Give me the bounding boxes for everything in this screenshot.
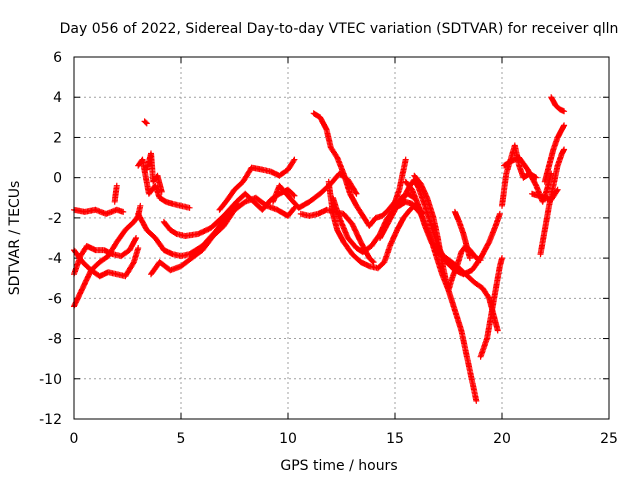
series-arc-22 [451, 208, 473, 262]
series-arc-1 [71, 206, 127, 217]
series-arc-9 [135, 200, 240, 260]
plus-markers [451, 208, 473, 262]
y-tick-label: 2 [53, 130, 62, 146]
plus-markers [548, 94, 568, 115]
axis-ticks: 0 5 10 15 20 25 -12 -10 -8 -6 -4 -2 0 2 4 6 [39, 50, 618, 447]
series-arc-12 [216, 156, 298, 213]
series-arc-27 [537, 146, 568, 258]
plus-markers [135, 156, 193, 211]
y-tick-label: 0 [53, 171, 62, 187]
y-tick-label: 6 [53, 50, 62, 66]
y-axis-label: SDTVAR / TECUs [7, 181, 23, 296]
plus-markers [216, 156, 298, 213]
series-arc-6 [141, 118, 150, 127]
plus-markers [477, 255, 505, 360]
x-axis-label: GPS time / hours [280, 458, 397, 474]
x-tick-label: 20 [493, 431, 511, 447]
chart-title: Day 056 of 2022, Sidereal Day-to-day VTE… [60, 21, 619, 37]
series-arc-7 [135, 156, 193, 211]
series-arc-29 [548, 94, 568, 115]
series-arc-5 [111, 182, 120, 205]
y-tick-label: -8 [48, 332, 62, 348]
x-tick-label: 0 [70, 431, 79, 447]
plus-markers [402, 178, 501, 334]
plus-markers [537, 146, 568, 258]
y-tick-label: -10 [39, 372, 62, 388]
y-tick-label: -2 [48, 211, 62, 227]
series-arc-10 [148, 194, 298, 278]
series-arc-23 [477, 255, 505, 360]
plus-markers [160, 186, 298, 239]
y-tick-label: -12 [39, 412, 62, 428]
plus-markers [143, 150, 165, 195]
x-tick-label: 25 [600, 431, 618, 447]
x-tick-label: 15 [386, 431, 404, 447]
grid [74, 57, 609, 419]
series-arc-8 [143, 150, 165, 195]
y-tick-label: 4 [53, 90, 62, 106]
plus-markers [141, 118, 150, 127]
series-arc-28 [541, 122, 568, 185]
y-tick-label: -6 [48, 291, 62, 307]
plus-markers [325, 178, 426, 272]
y-tick-label: -4 [48, 251, 62, 267]
series-arc-16 [325, 178, 426, 272]
series-arc-15 [310, 110, 409, 229]
plus-markers [111, 182, 120, 205]
x-tick-label: 10 [279, 431, 297, 447]
plus-markers [148, 194, 298, 278]
data-points [71, 94, 568, 404]
series-arc-25 [501, 154, 555, 205]
plus-markers [71, 206, 127, 217]
series-arc-20 [402, 178, 501, 334]
plus-markers [310, 110, 409, 229]
plus-markers [541, 122, 568, 185]
plus-markers [501, 154, 555, 205]
series-arc-11 [160, 186, 298, 239]
x-tick-label: 5 [177, 431, 186, 447]
plus-markers [135, 200, 240, 260]
plot-frame [73, 56, 610, 420]
